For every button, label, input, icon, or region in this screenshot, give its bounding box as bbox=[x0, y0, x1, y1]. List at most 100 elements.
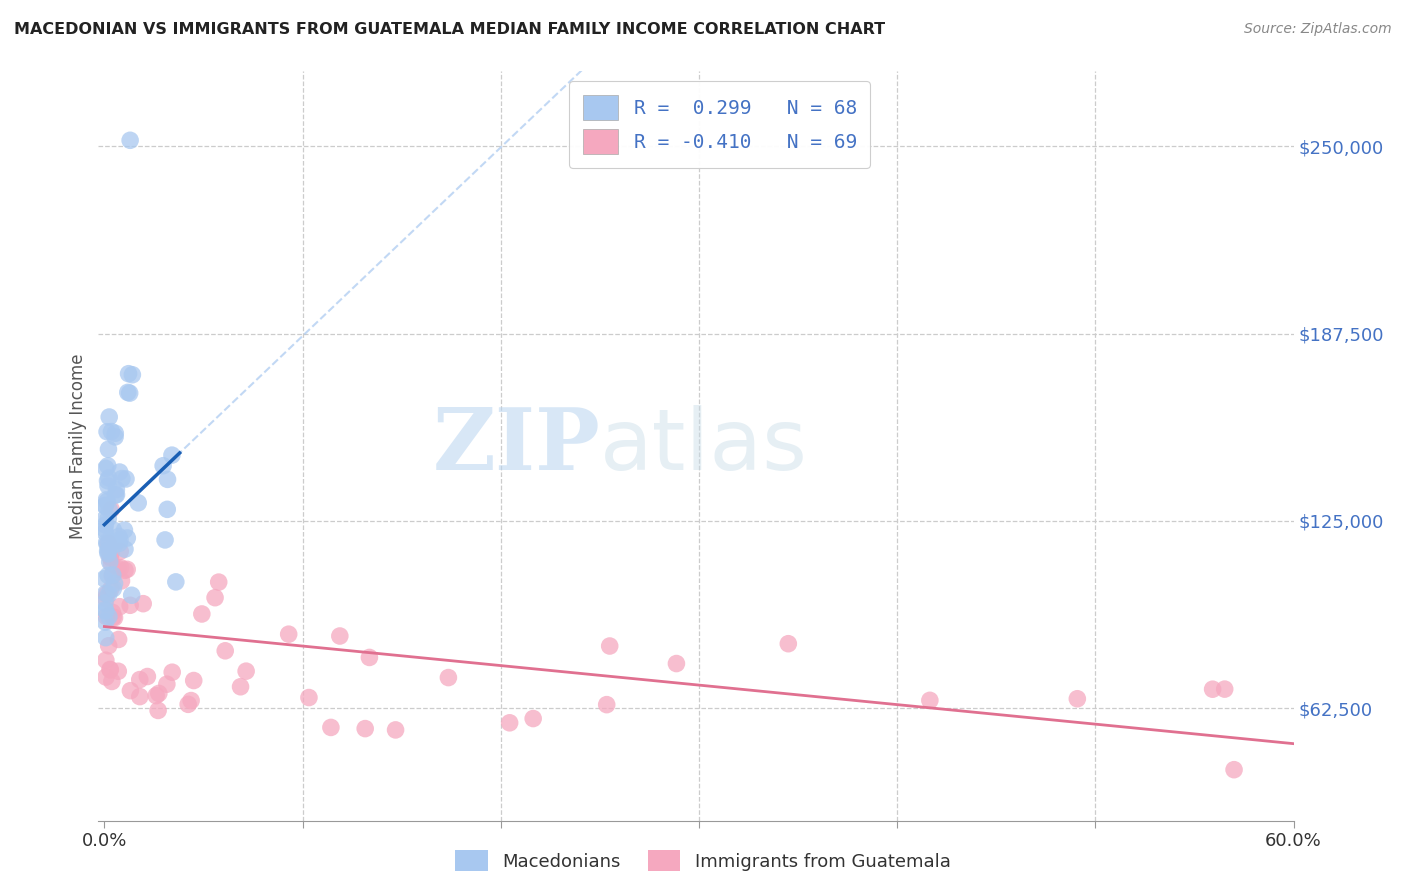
Point bbox=[94, 591, 117, 606]
Point bbox=[94, 518, 117, 533]
Point bbox=[384, 723, 406, 737]
Point bbox=[114, 542, 136, 557]
Point bbox=[94, 461, 117, 475]
Point bbox=[108, 536, 131, 550]
Point bbox=[96, 587, 118, 601]
Point bbox=[110, 544, 132, 558]
Point bbox=[191, 607, 214, 621]
Point bbox=[599, 639, 621, 653]
Point bbox=[103, 523, 125, 537]
Point bbox=[204, 591, 226, 605]
Point bbox=[97, 471, 120, 485]
Point bbox=[107, 632, 129, 647]
Point bbox=[114, 523, 136, 537]
Text: ZIP: ZIP bbox=[433, 404, 600, 488]
Point bbox=[97, 609, 120, 624]
Point bbox=[136, 669, 159, 683]
Point bbox=[94, 499, 117, 513]
Point bbox=[100, 425, 122, 439]
Point bbox=[103, 576, 125, 591]
Point bbox=[94, 631, 117, 645]
Point bbox=[104, 430, 127, 444]
Text: Source: ZipAtlas.com: Source: ZipAtlas.com bbox=[1244, 22, 1392, 37]
Point bbox=[101, 568, 124, 582]
Point bbox=[93, 572, 115, 586]
Point bbox=[105, 483, 128, 497]
Point bbox=[121, 368, 143, 382]
Point bbox=[107, 665, 129, 679]
Point bbox=[298, 690, 321, 705]
Point bbox=[165, 574, 187, 589]
Point bbox=[97, 587, 120, 601]
Point bbox=[96, 425, 118, 439]
Point bbox=[183, 673, 205, 688]
Point bbox=[160, 665, 183, 680]
Point bbox=[98, 502, 121, 516]
Point bbox=[128, 690, 150, 704]
Point bbox=[110, 574, 132, 588]
Point bbox=[208, 575, 231, 590]
Point bbox=[110, 560, 132, 574]
Point bbox=[96, 474, 118, 488]
Point bbox=[101, 610, 124, 624]
Point bbox=[94, 653, 117, 667]
Point bbox=[97, 511, 120, 525]
Point bbox=[94, 596, 117, 610]
Point bbox=[114, 563, 136, 577]
Point bbox=[120, 683, 142, 698]
Y-axis label: Median Family Income: Median Family Income bbox=[69, 353, 87, 539]
Point bbox=[98, 549, 121, 564]
Point bbox=[98, 555, 121, 569]
Point bbox=[319, 721, 342, 735]
Point bbox=[1223, 763, 1246, 777]
Point bbox=[354, 722, 377, 736]
Text: MACEDONIAN VS IMMIGRANTS FROM GUATEMALA MEDIAN FAMILY INCOME CORRELATION CHART: MACEDONIAN VS IMMIGRANTS FROM GUATEMALA … bbox=[14, 22, 886, 37]
Point bbox=[101, 568, 124, 582]
Point bbox=[156, 677, 179, 691]
Point bbox=[1066, 691, 1088, 706]
Point bbox=[100, 550, 122, 565]
Point bbox=[918, 693, 941, 707]
Point bbox=[437, 671, 460, 685]
Point bbox=[107, 561, 129, 575]
Point bbox=[214, 644, 236, 658]
Point bbox=[96, 609, 118, 624]
Point bbox=[94, 498, 117, 512]
Point bbox=[235, 664, 257, 678]
Point bbox=[177, 698, 200, 712]
Point bbox=[108, 533, 131, 547]
Point bbox=[127, 496, 149, 510]
Point bbox=[120, 133, 142, 147]
Point bbox=[1201, 682, 1223, 697]
Point bbox=[665, 657, 688, 671]
Point bbox=[117, 531, 139, 545]
Point bbox=[152, 458, 174, 473]
Point bbox=[97, 458, 120, 473]
Point bbox=[100, 582, 122, 596]
Point bbox=[108, 529, 131, 543]
Point bbox=[117, 385, 139, 400]
Point bbox=[103, 582, 125, 596]
Point bbox=[100, 557, 122, 571]
Point bbox=[104, 426, 127, 441]
Point bbox=[96, 494, 118, 508]
Point bbox=[97, 536, 120, 550]
Legend: R =  0.299   N = 68, R = -0.410   N = 69: R = 0.299 N = 68, R = -0.410 N = 69 bbox=[569, 81, 870, 168]
Point bbox=[97, 547, 120, 561]
Point bbox=[118, 386, 141, 401]
Point bbox=[94, 586, 117, 600]
Point bbox=[97, 544, 120, 558]
Point bbox=[153, 533, 176, 547]
Point bbox=[156, 472, 179, 486]
Point bbox=[115, 472, 138, 486]
Point bbox=[148, 686, 170, 700]
Point bbox=[229, 680, 252, 694]
Point bbox=[94, 603, 117, 617]
Point bbox=[94, 511, 117, 525]
Point bbox=[498, 715, 520, 730]
Point bbox=[104, 488, 127, 502]
Point bbox=[108, 465, 131, 479]
Point bbox=[1213, 682, 1236, 697]
Point bbox=[96, 535, 118, 549]
Point bbox=[522, 712, 544, 726]
